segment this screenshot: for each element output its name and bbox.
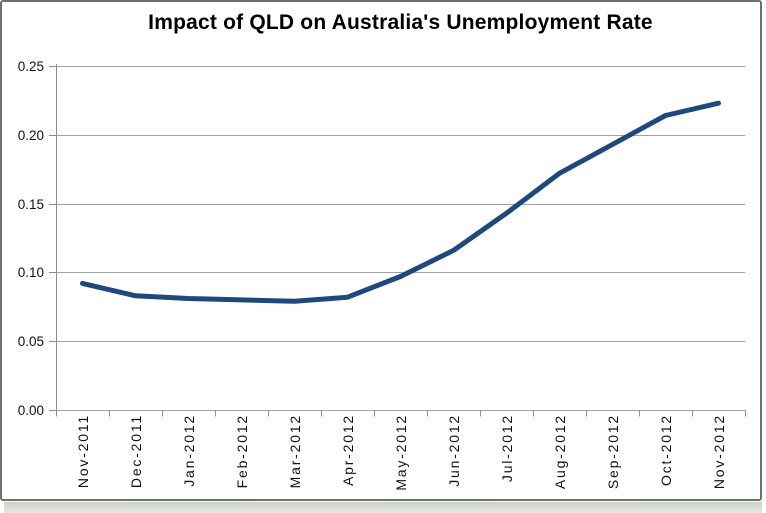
x-axis-label: Aug-2012: [551, 414, 568, 490]
y-axis-tick-label: 0.05: [17, 333, 44, 349]
y-axis-tick-label: 0.10: [17, 264, 44, 280]
x-axis-label: Nov-2012: [710, 414, 727, 490]
x-axis-label: Oct-2012: [657, 414, 674, 486]
drop-shadow: [4, 502, 762, 513]
x-axis-label: Feb-2012: [233, 414, 250, 489]
x-axis-label: Jan-2012: [180, 414, 197, 487]
y-axis-tick-label: 0.20: [17, 127, 44, 143]
y-axis-tick-label: 0.15: [17, 196, 44, 212]
x-axis-label: Sep-2012: [604, 414, 621, 490]
x-axis-label: Jul-2012: [498, 414, 515, 483]
x-axis-label: Dec-2011: [127, 414, 144, 489]
x-axis-label: Apr-2012: [339, 414, 356, 486]
x-axis-label: May-2012: [392, 414, 409, 491]
chart-title: Impact of QLD on Australia's Unemploymen…: [148, 11, 653, 34]
y-axis-tick-label: 0.25: [17, 58, 44, 74]
data-series-line: [80, 100, 721, 304]
x-axis-label: Nov-2011: [74, 414, 91, 489]
line-chart-plot: [49, 64, 746, 417]
chart-window: [0, 0, 762, 501]
y-axis-tick-label: 0.00: [17, 402, 44, 418]
x-axis-label: Jun-2012: [445, 414, 462, 487]
x-axis-label: Mar-2012: [286, 414, 303, 489]
